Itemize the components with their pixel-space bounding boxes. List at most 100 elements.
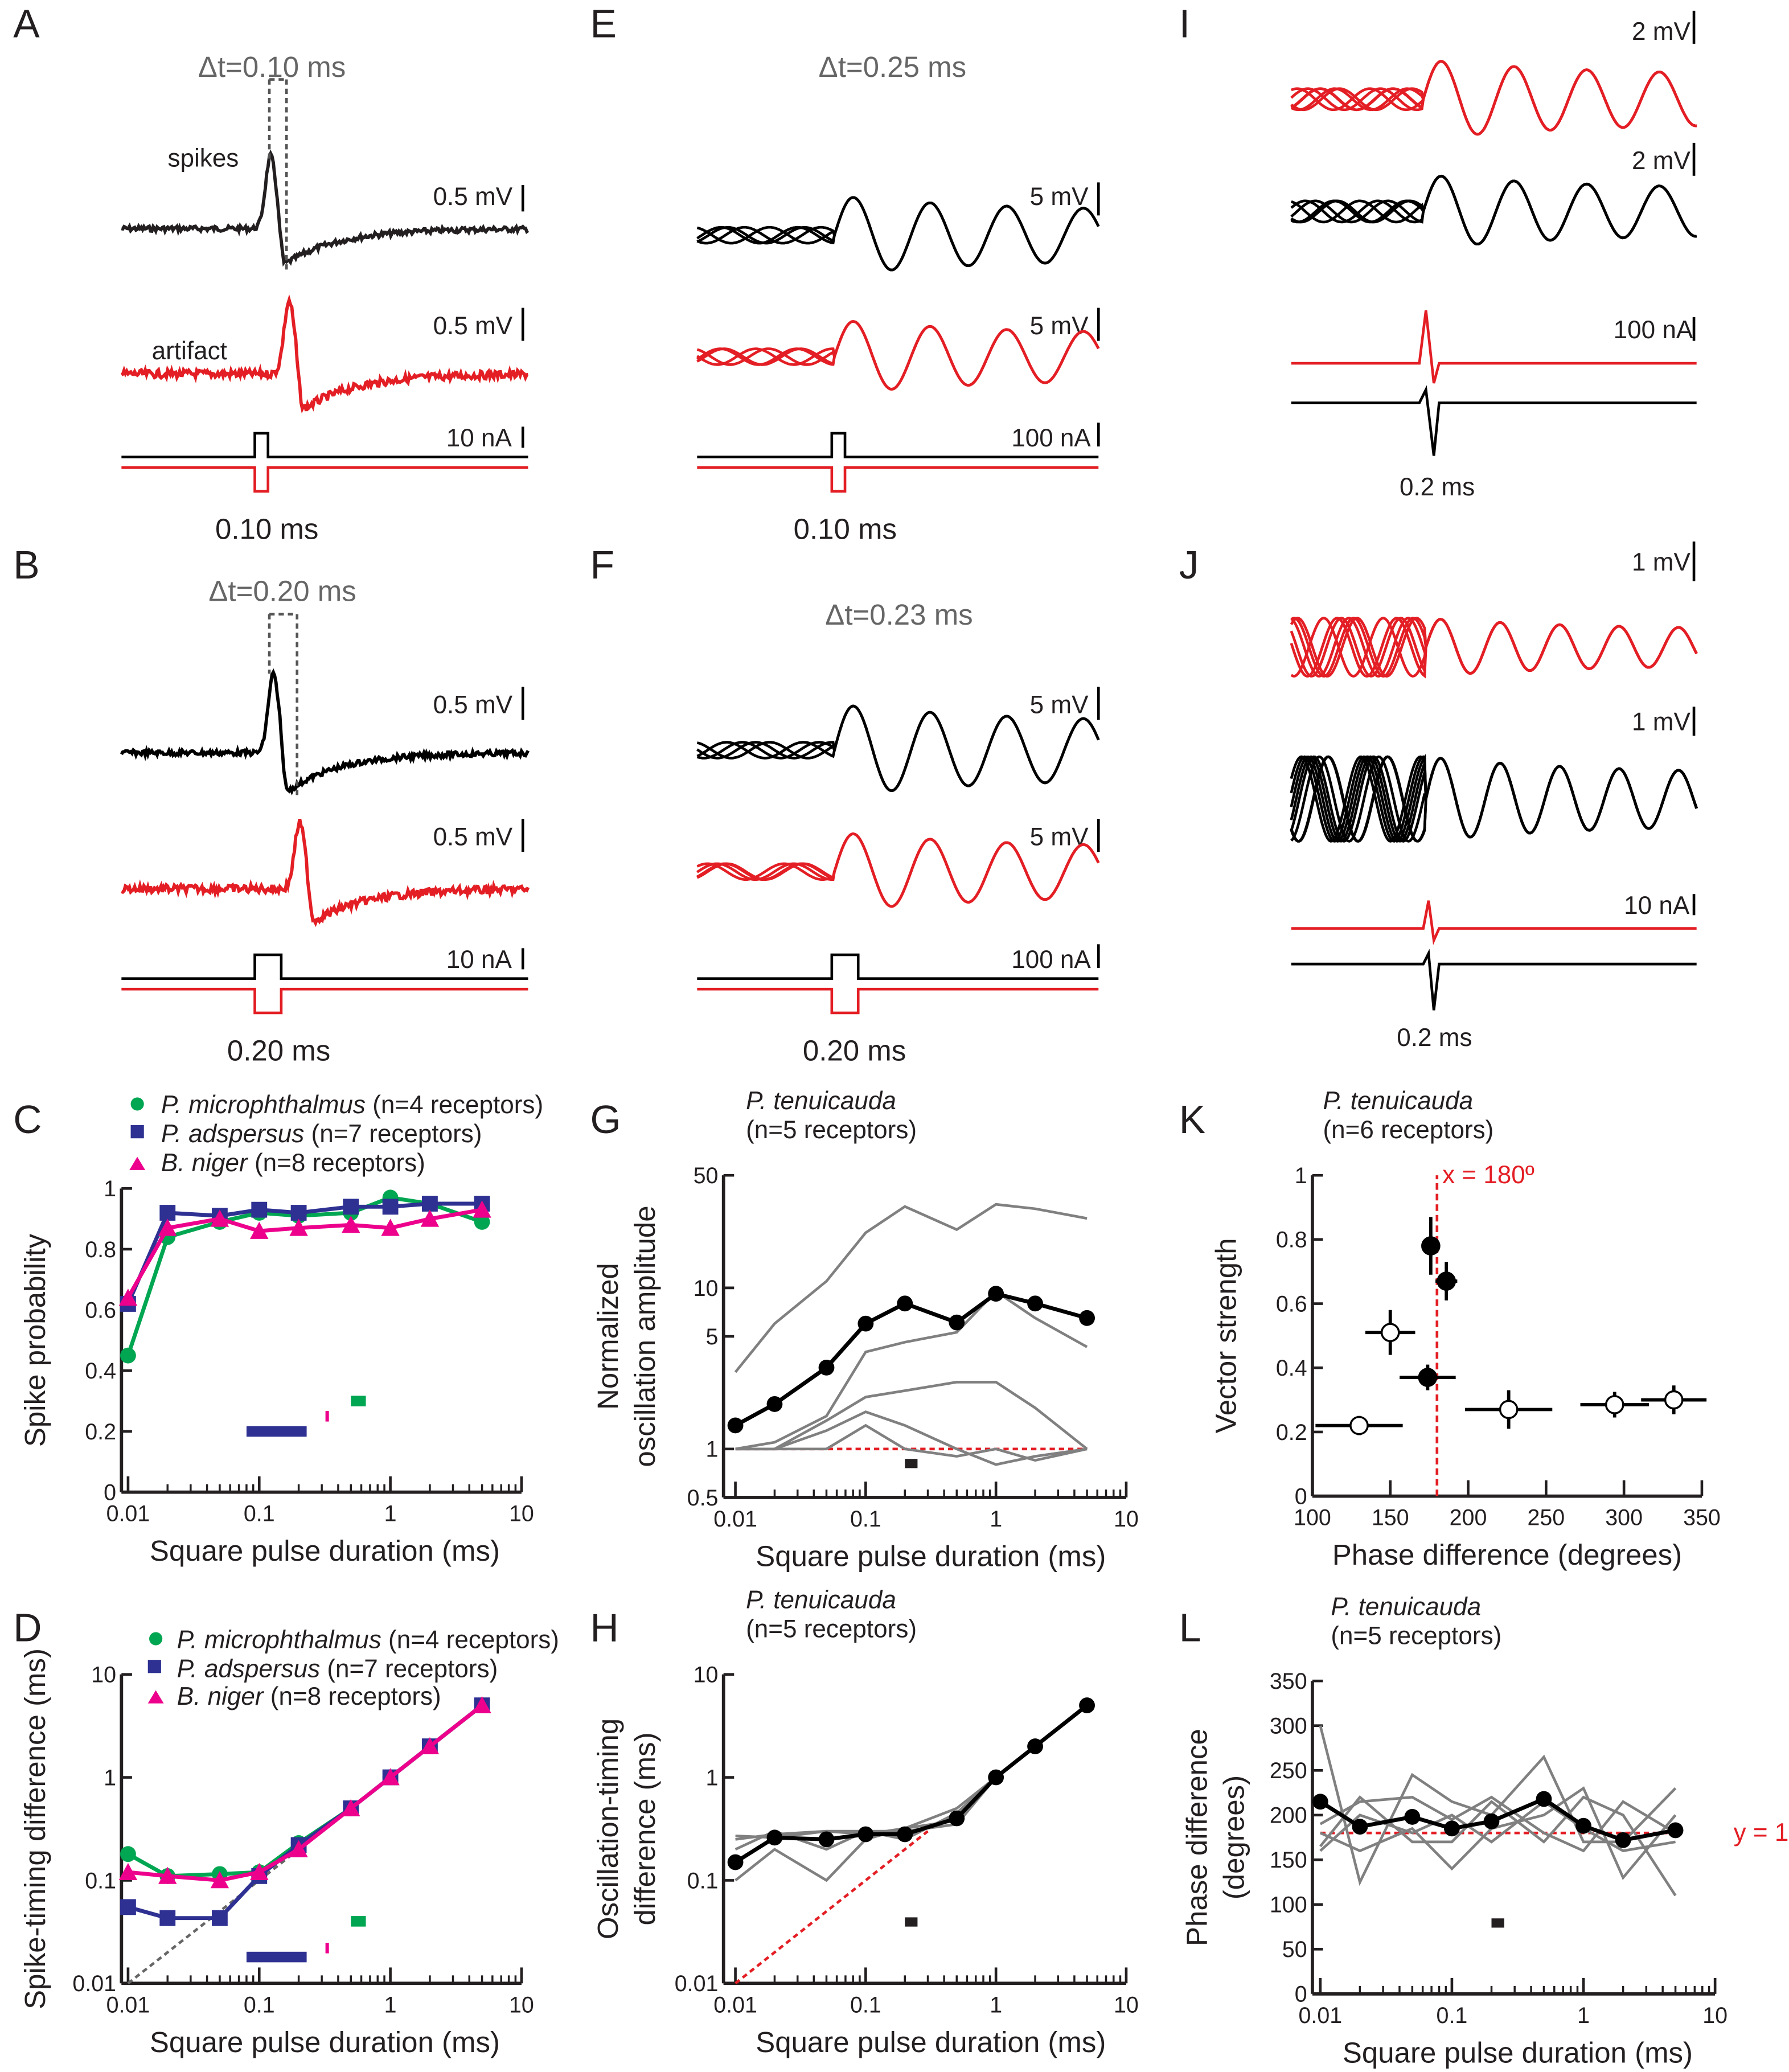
mean-point — [727, 1417, 744, 1434]
y-tick-label: 0.01 — [675, 1971, 719, 1996]
mean-point — [897, 1295, 913, 1312]
y-axis-label: Oscillation-timing — [592, 1718, 624, 1939]
x-axis-label: Square pulse duration (ms) — [150, 2026, 500, 2058]
y-tick-label: 50 — [694, 1163, 719, 1188]
x-tick-label: 1 — [990, 1992, 1002, 2017]
x-tick-label: 0.01 — [713, 1992, 757, 2017]
stimulus-pulse — [121, 953, 528, 980]
x-tick-label: 0.1 — [850, 1992, 881, 2017]
panel-label-b: B — [13, 543, 39, 587]
scale-label: 100 nA — [1011, 424, 1091, 452]
trace — [1290, 755, 1698, 843]
trace — [1290, 174, 1697, 246]
individual-line — [735, 1290, 1088, 1451]
x-tick-label: 10 — [509, 1501, 534, 1527]
data-point — [158, 1218, 177, 1236]
y-tick-label: 10 — [91, 1663, 116, 1688]
data-point — [212, 1910, 228, 1926]
svg-text:P. adspersus (n=7 receptors): P. adspersus (n=7 receptors) — [161, 1120, 482, 1148]
pulse-label: 0.10 ms — [215, 512, 318, 545]
panel-label-c: C — [13, 1097, 42, 1142]
y-tick-label: 1 — [104, 1176, 116, 1201]
panel-f-text: Δt=0.23 ms 5 mV 5 mV 100 nA 0.20 ms — [803, 598, 1092, 1066]
mean-point — [1312, 1794, 1328, 1810]
data-point — [289, 1840, 308, 1857]
data-point — [473, 1200, 491, 1218]
y-axis-label: (degrees) — [1217, 1775, 1250, 1899]
y-tick-label: 10 — [694, 1663, 719, 1688]
y-tick-label: 300 — [1270, 1714, 1307, 1739]
data-point — [381, 1218, 400, 1236]
reference-label: y = 180º — [1734, 1819, 1789, 1847]
y-tick-label: 0.4 — [85, 1359, 116, 1384]
legend-d: P. microphthalmus (n=4 receptors) P. ads… — [147, 1626, 559, 1710]
data-point — [343, 1199, 359, 1215]
mean-point — [857, 1826, 874, 1843]
scale-label: 100 nA — [1614, 316, 1693, 344]
data-point — [1418, 1368, 1438, 1387]
trace — [121, 149, 530, 267]
scale-label: 2 mV — [1632, 18, 1690, 46]
mean-point — [1027, 1738, 1043, 1754]
stimulus-pulse — [697, 953, 1099, 980]
trace — [1290, 60, 1697, 136]
individual-line — [1319, 1795, 1676, 1853]
x-tick-label: 1 — [1577, 2003, 1590, 2028]
y-tick-label: 200 — [1270, 1803, 1307, 1828]
y-tick-label: 0.6 — [1276, 1291, 1307, 1316]
data-point — [290, 1205, 307, 1221]
data-point — [250, 1862, 269, 1880]
data-point — [118, 1289, 138, 1306]
y-tick-label: 50 — [1282, 1937, 1307, 1962]
mean-point — [1483, 1813, 1500, 1829]
x-axis-label: Square pulse duration (ms) — [756, 2026, 1106, 2058]
y-tick-label: 1 — [104, 1765, 116, 1790]
trace — [1290, 617, 1698, 678]
y-tick-label: 0.2 — [85, 1419, 116, 1445]
data-point — [210, 1209, 229, 1227]
svg-text:P. microphthalmus (n=4 recepto: P. microphthalmus (n=4 receptors) — [161, 1091, 543, 1119]
y-tick-label: 0.2 — [1276, 1420, 1307, 1445]
voltage-traces — [120, 10, 1698, 1015]
spikes-label: spikes — [167, 145, 239, 173]
x-tick-label: 0.1 — [244, 1992, 275, 2017]
identity-line — [735, 1830, 929, 1985]
y-tick-label: 1 — [706, 1437, 719, 1462]
mean-point — [818, 1831, 835, 1848]
mean-point — [988, 1769, 1004, 1786]
data-point — [118, 1862, 138, 1880]
stimulus-pulse — [697, 987, 1099, 1015]
individual-line — [1319, 1800, 1676, 1853]
x-tick-label: 1 — [384, 1992, 397, 2017]
y-tick-label: 0 — [1295, 1484, 1307, 1509]
data-point — [382, 1199, 399, 1215]
scale-label: 0.5 mV — [433, 691, 513, 719]
individual-line — [735, 1704, 1088, 1839]
legend-c: P. microphthalmus (n=4 receptors) P. ads… — [129, 1091, 543, 1177]
data-point — [1349, 1415, 1369, 1435]
significance-bar — [351, 1396, 366, 1406]
y-axis-label: Phase difference — [1180, 1729, 1213, 1946]
panel-b-text: Δt=0.20 ms 0.5 mV 0.5 mV 10 nA 0.20 ms — [208, 575, 512, 1066]
chart-title: P. tenuicauda — [1331, 1593, 1481, 1620]
scale-label: 10 nA — [1624, 892, 1690, 920]
trace — [696, 832, 1100, 908]
data-point — [1605, 1395, 1624, 1414]
chart-d: 0.01 0.1 1 10 0.01 0.1 1 10 Square pulse duratio… — [19, 1648, 534, 2058]
x-tick-label: 100 — [1294, 1505, 1331, 1531]
panel-label-f: F — [590, 543, 614, 587]
y-tick-label: 0 — [104, 1480, 116, 1505]
chart-c: 0.01 0.1 1 10 0 0.2 0.4 0.6 0.8 1 Square pulse dur… — [19, 1176, 534, 1567]
y-tick-label: 0.4 — [1276, 1356, 1307, 1381]
y-tick-label: 0.8 — [85, 1237, 116, 1262]
data-point — [210, 1871, 229, 1889]
x-axis-label: Square pulse duration (ms) — [150, 1534, 500, 1567]
individual-line — [735, 1423, 1088, 1462]
x-tick-label: 10 — [1114, 1992, 1139, 2017]
x-tick-label: 0.01 — [1298, 2003, 1342, 2028]
trace — [121, 294, 529, 414]
scale-label: 5 mV — [1030, 691, 1089, 719]
data-point — [473, 1696, 491, 1714]
chart-subtitle: (n=5 receptors) — [746, 1116, 917, 1144]
panel-label-i: I — [1179, 1, 1190, 46]
